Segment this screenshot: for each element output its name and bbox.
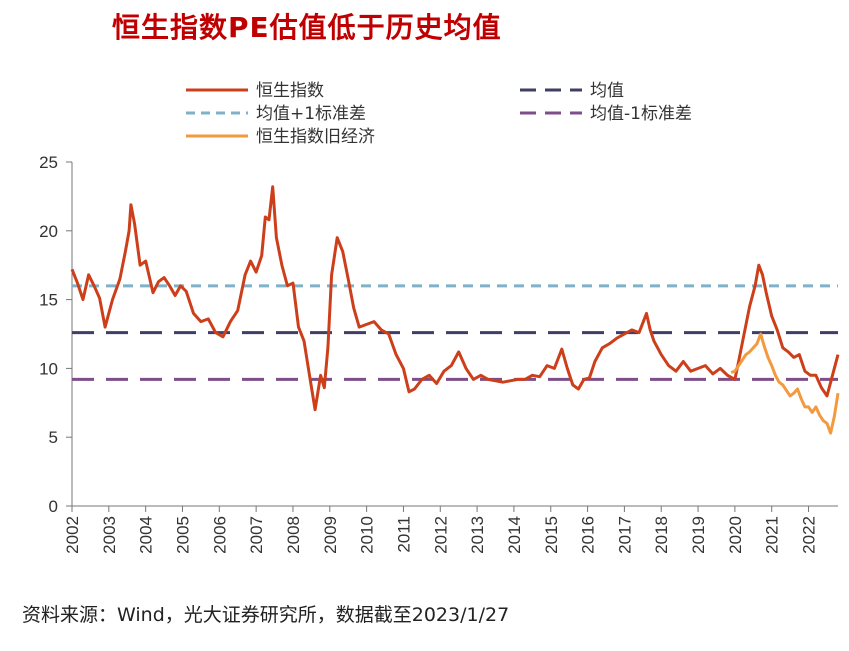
x-tick-label: 2009 — [321, 516, 340, 554]
x-tick-label: 2018 — [652, 516, 671, 554]
chart-title: 恒生指数PE估值低于历史均值 — [112, 11, 502, 44]
x-tick-label: 2002 — [63, 516, 82, 554]
x-tick-label: 2007 — [247, 516, 266, 554]
x-tick-label: 2021 — [763, 516, 782, 554]
y-tick-label: 25 — [39, 153, 58, 172]
legend-label-plus1: 均值+1标准差 — [256, 104, 366, 124]
x-tick-label: 2010 — [358, 516, 377, 554]
y-tick-label: 10 — [39, 359, 58, 378]
axes: 0 5 10 15 20 25 2002 2003 2004 2005 2006 2007 2008 20… — [39, 153, 838, 554]
x-tick-label: 2017 — [615, 516, 634, 554]
x-tick-label: 2013 — [468, 516, 487, 554]
x-tick-label: 2016 — [579, 516, 598, 554]
x-tick-label: 2005 — [173, 516, 192, 554]
y-tick-label: 20 — [39, 222, 58, 241]
x-tick-label: 2011 — [394, 516, 413, 553]
y-tick-label: 15 — [39, 291, 58, 310]
x-tick-label: 2004 — [137, 516, 156, 554]
y-tick-label: 0 — [49, 497, 58, 516]
x-tick-label: 2003 — [100, 516, 119, 554]
x-tick-label: 2022 — [800, 516, 819, 554]
x-tick-label: 2008 — [284, 516, 303, 554]
x-tick-label: 2014 — [505, 516, 524, 554]
series-lines — [70, 185, 840, 435]
x-tick-label: 2006 — [210, 516, 229, 554]
series-line-0 — [70, 185, 840, 412]
legend-label-old_economy: 恒生指数旧经济 — [256, 127, 375, 147]
source-note: 资料来源：Wind，光大证券研究所，数据截至2023/1/27 — [22, 604, 510, 626]
legend-label-mean: 均值 — [590, 81, 624, 101]
y-tick-label: 5 — [49, 428, 58, 447]
legend-label-hsi: 恒生指数 — [256, 81, 324, 101]
legend-label-minus1: 均值-1标准差 — [590, 104, 692, 124]
x-tick-label: 2019 — [689, 516, 708, 554]
x-tick-label: 2015 — [542, 516, 561, 554]
reference-lines — [72, 284, 838, 381]
x-tick-label: 2020 — [726, 516, 745, 554]
x-tick-label: 2012 — [431, 516, 450, 554]
series-line-1 — [730, 332, 840, 435]
